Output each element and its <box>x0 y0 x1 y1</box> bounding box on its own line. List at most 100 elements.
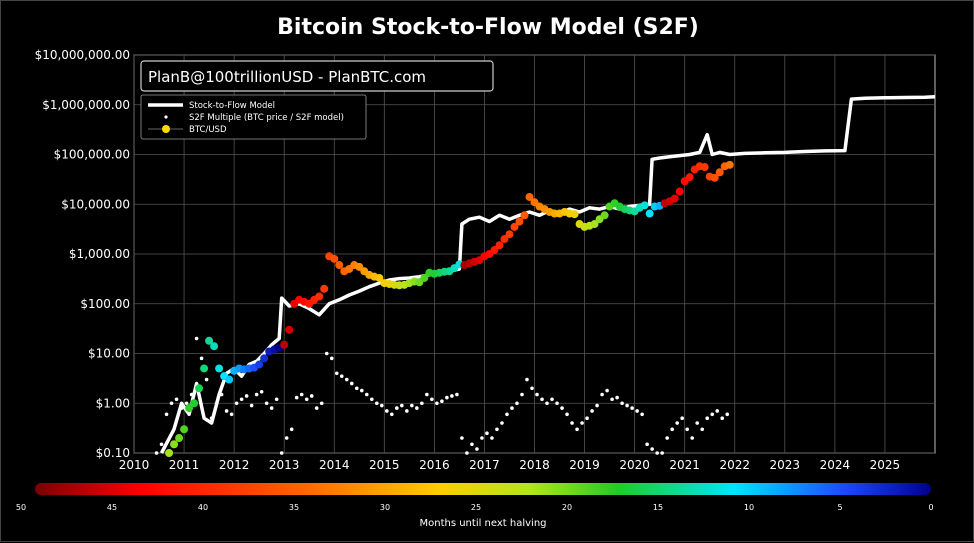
multiple-point <box>445 395 449 400</box>
s2f-multiple-points <box>154 336 730 455</box>
colorbar-tick-label: 20 <box>562 503 572 512</box>
btc-point <box>185 404 194 413</box>
colorbar-tick-label: 50 <box>16 503 26 512</box>
btc-point <box>260 354 269 363</box>
legend: Stock-to-Flow Model S2F Multiple (BTC pr… <box>140 94 367 140</box>
multiple-point <box>380 403 384 408</box>
btc-point <box>165 449 174 457</box>
x-tick-label: 2019 <box>569 458 600 472</box>
btc-point <box>495 241 504 250</box>
multiple-point <box>620 401 624 406</box>
watermark-border <box>140 60 494 92</box>
multiple-point <box>665 436 669 440</box>
multiple-point <box>219 392 224 397</box>
multiple-point <box>269 406 274 410</box>
multiple-point <box>655 451 659 455</box>
multiple-point <box>685 427 689 432</box>
btc-point <box>670 194 679 203</box>
multiple-point <box>279 451 284 455</box>
multiple-point <box>610 397 614 402</box>
multiple-point <box>510 406 514 410</box>
multiple-point <box>430 397 434 402</box>
btc-point <box>500 235 509 244</box>
multiple-point <box>184 401 189 406</box>
x-tick-label: 2015 <box>369 458 400 472</box>
y-tick-label: $100.00 <box>80 297 130 311</box>
multiple-point <box>304 397 309 402</box>
btc-point <box>285 325 294 334</box>
multiple-point <box>525 377 529 382</box>
btc-point <box>200 364 209 373</box>
multiple-point <box>209 416 214 421</box>
multiple-point <box>625 403 629 408</box>
multiple-point <box>590 409 594 413</box>
x-tick-label: 2018 <box>519 458 550 472</box>
multiple-point <box>314 406 319 410</box>
multiple-point <box>189 392 194 397</box>
multiple-point <box>470 442 474 447</box>
multiple-point <box>630 406 634 410</box>
y-tick-label: $1,000.00 <box>69 247 130 261</box>
multiple-point <box>660 451 664 455</box>
multiple-point <box>395 406 399 410</box>
multiple-point <box>284 436 289 440</box>
multiple-point <box>415 406 419 410</box>
multiple-point <box>640 412 644 417</box>
multiple-point <box>214 401 219 406</box>
legend-btc-dot-swatch <box>162 125 170 133</box>
btc-point <box>570 210 579 219</box>
x-tick-label: 2013 <box>269 458 300 472</box>
btc-point <box>645 209 654 218</box>
multiple-point <box>319 401 324 406</box>
multiple-point <box>354 386 359 391</box>
multiple-point <box>555 401 559 406</box>
multiple-point <box>154 451 159 455</box>
multiple-point <box>650 447 654 451</box>
multiple-point <box>490 436 494 440</box>
watermark: PlanB@100trillionUSD - PlanBTC.com <box>140 60 494 92</box>
multiple-point <box>515 401 519 406</box>
colorbar-tick-label: 25 <box>471 503 481 512</box>
multiple-point <box>179 406 184 410</box>
multiple-point <box>675 421 679 425</box>
legend-item-multiple: S2F Multiple (BTC price / S2F model) <box>189 113 344 123</box>
multiple-point <box>329 356 334 361</box>
multiple-point <box>575 427 579 432</box>
btc-point <box>525 192 534 201</box>
btc-point <box>175 434 184 443</box>
colorbar-tick-label: 35 <box>289 503 299 512</box>
y-tick-label: $10,000.00 <box>61 197 130 211</box>
y-tick-label: $10,000,000.00 <box>35 48 130 62</box>
multiple-point <box>229 412 234 417</box>
multiple-point <box>545 401 549 406</box>
multiple-point <box>615 395 619 400</box>
btc-point <box>725 160 734 169</box>
x-tick-label: 2017 <box>469 458 500 472</box>
btc-usd-points <box>165 160 734 457</box>
x-tick-label: 2022 <box>719 458 750 472</box>
y-axis-ticks: $0.10 $1.00 $10.00 $100.00 $1,000.00 $10,000.… <box>35 48 130 460</box>
multiple-point <box>359 388 364 393</box>
multiple-point <box>369 397 374 402</box>
btc-point <box>505 230 514 239</box>
y-tick-label: $10.00 <box>88 347 130 361</box>
btc-point <box>520 211 529 220</box>
btc-point <box>375 273 384 282</box>
multiple-point <box>364 392 369 397</box>
btc-point <box>330 254 339 263</box>
btc-point <box>700 163 709 172</box>
btc-point <box>315 292 324 301</box>
multiple-point <box>505 412 509 417</box>
multiple-point <box>164 412 169 417</box>
multiple-point <box>670 427 674 432</box>
multiple-point <box>294 395 299 400</box>
multiple-point <box>349 381 354 386</box>
multiple-point <box>339 374 344 378</box>
y-tick-label: $0.10 <box>96 446 130 460</box>
btc-point <box>280 340 289 349</box>
multiple-point <box>580 421 584 425</box>
multiple-point <box>485 431 489 436</box>
multiple-point <box>450 394 454 398</box>
x-tick-label: 2021 <box>669 458 700 472</box>
multiple-point <box>595 403 599 408</box>
